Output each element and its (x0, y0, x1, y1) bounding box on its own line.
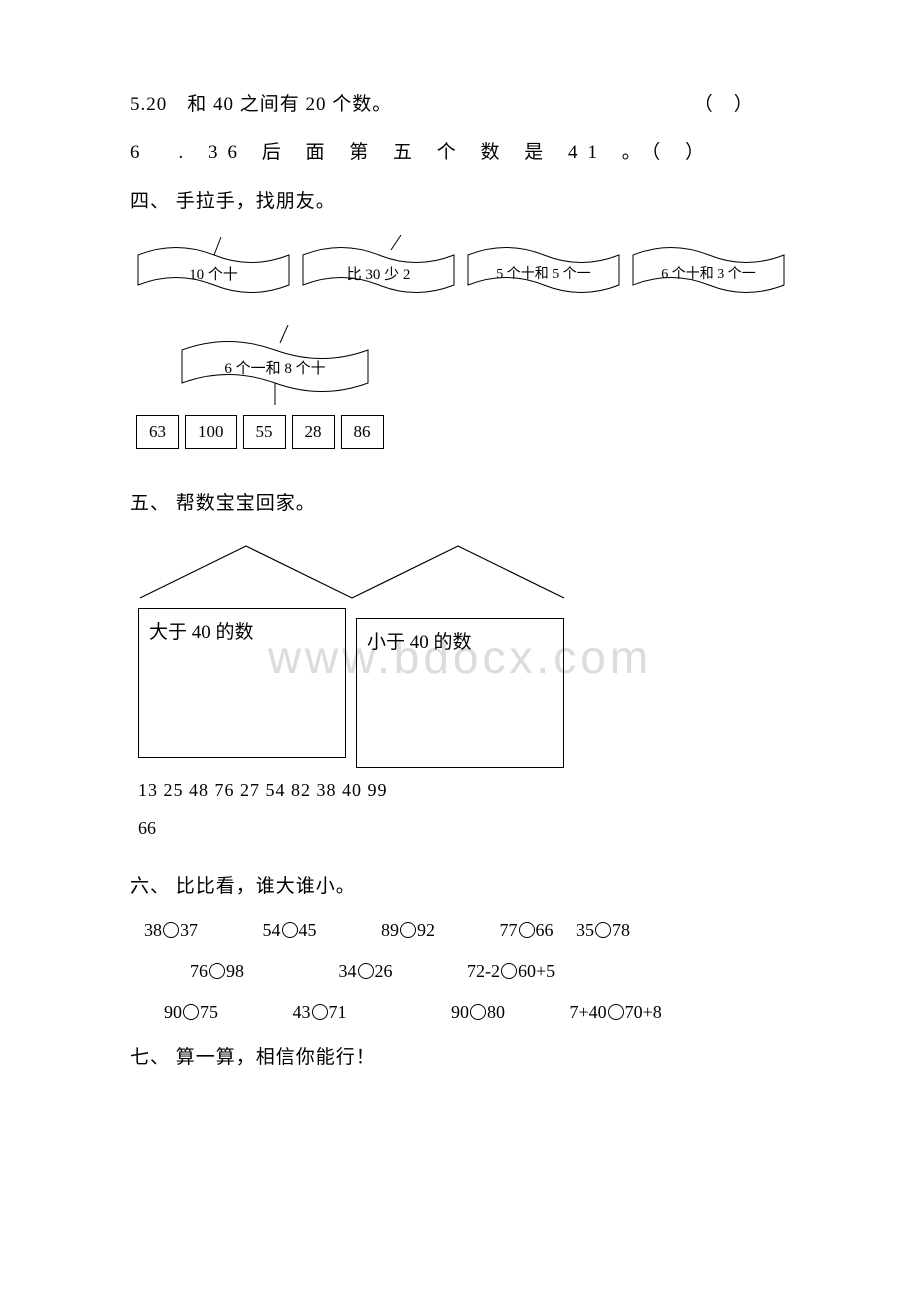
q5-paren: （ ） (694, 94, 754, 115)
sort-box-left: 大于 40 的数 (138, 608, 346, 758)
flag-1-text: 10 个十 (136, 263, 291, 284)
flag-4-text: 6 个十和 3 个一 (631, 263, 786, 283)
flag-5-container: 6 个一和 8 个十 (180, 325, 790, 405)
cmp-0-0: 3837 (144, 920, 198, 941)
section-6-title: 六、 比比看，谁大谁小。 (130, 872, 790, 902)
cmp-0-3: 7766 (500, 920, 554, 941)
cmp-1-1: 3426 (339, 961, 393, 982)
num-box-4: 86 (341, 415, 384, 449)
num-box-3: 28 (292, 415, 335, 449)
cmp-0-4: 3578 (576, 920, 630, 941)
num-box-0: 63 (136, 415, 179, 449)
q6-text: 6 . 36 后 面 第 五 个 数 是 41 。（ ） (130, 142, 714, 163)
flag-3: 5 个十和 5 个一 (466, 235, 621, 305)
cmp-2-1: 4371 (293, 1002, 347, 1023)
sort-left-label: 大于 40 的数 (149, 622, 254, 643)
cmp-2-3: 7+4070+8 (570, 1002, 662, 1023)
question-6: 6 . 36 后 面 第 五 个 数 是 41 。（ ） (130, 138, 790, 168)
sort-numbers-2: 66 (138, 818, 156, 839)
sort-area: 大于 40 的数 小于 40 的数 13 25 48 76 27 54 82 3… (130, 538, 570, 828)
sort-box-right: 小于 40 的数 (356, 618, 564, 768)
cmp-2-0: 9075 (164, 1002, 218, 1023)
section-7-title: 七、 算一算，相信你能行！ (130, 1043, 790, 1073)
flag-3-text: 5 个十和 5 个一 (466, 263, 621, 283)
section-5-title: 五、 帮数宝宝回家。 (130, 489, 790, 519)
flag-2-text: 比 30 少 2 (301, 263, 456, 284)
question-5: 5.20 和 40 之间有 20 个数。 （ ） (130, 90, 790, 120)
sort-right-label: 小于 40 的数 (367, 632, 472, 653)
flag-2: 比 30 少 2 (301, 235, 456, 305)
flag-1: 10 个十 (136, 235, 291, 305)
sort-numbers: 13 25 48 76 27 54 82 38 40 99 (138, 780, 388, 801)
flag-5: 6 个一和 8 个十 (180, 325, 370, 405)
section-4-title: 四、 手拉手，找朋友。 (130, 187, 790, 217)
num-box-2: 55 (243, 415, 286, 449)
flag-5-text: 6 个一和 8 个十 (180, 357, 370, 378)
q5-text: 5.20 和 40 之间有 20 个数。 (130, 94, 392, 115)
num-box-1: 100 (185, 415, 237, 449)
cmp-1-2: 72-260+5 (467, 961, 555, 982)
compare-row-2: 9075 4371 9080 7+4070+8 (164, 1002, 790, 1023)
cmp-1-0: 7698 (190, 961, 244, 982)
compare-row-1: 7698 3426 72-260+5 (190, 961, 790, 982)
flags-row-1: 10 个十 比 30 少 2 5 个十和 5 个一 6 个十和 3 个一 (136, 235, 790, 305)
cmp-0-1: 5445 (263, 920, 317, 941)
number-boxes-row: 63 100 55 28 86 (136, 415, 790, 449)
cmp-2-2: 9080 (451, 1002, 505, 1023)
compare-row-0: 3837 5445 8992 7766 3578 (144, 920, 790, 941)
flag-4: 6 个十和 3 个一 (631, 235, 786, 305)
roof-icon (130, 538, 570, 618)
cmp-0-2: 8992 (381, 920, 435, 941)
